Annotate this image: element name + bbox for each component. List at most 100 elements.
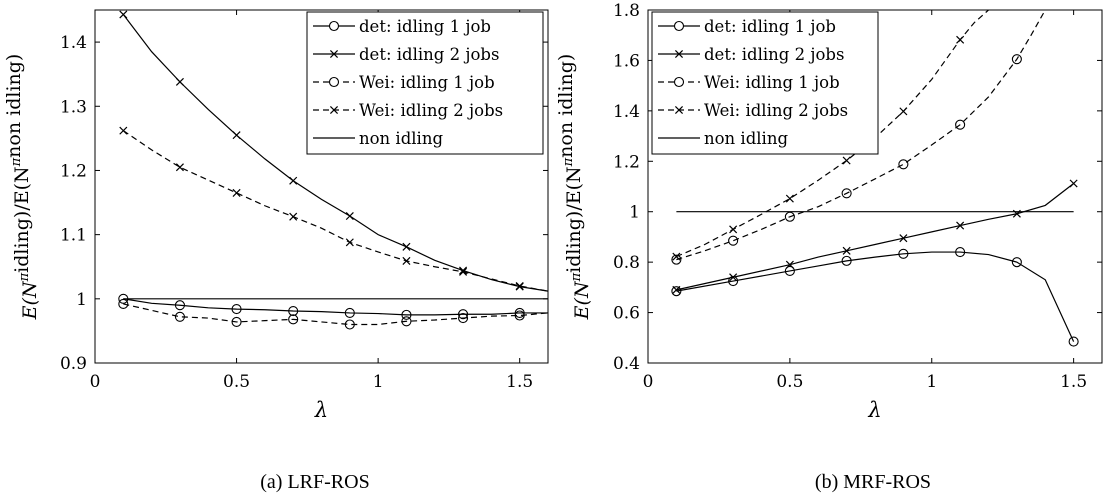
data-point-x (899, 234, 908, 243)
series-line (676, 10, 1046, 261)
x-tick-label: 0.5 (223, 372, 250, 392)
data-point-circle (1011, 54, 1022, 65)
legend-item: Wei: idling 2 jobs (658, 101, 848, 120)
legend: det: idling 1 job det: idling 2 jobs Wei: … (651, 11, 879, 155)
legend-label: det: idling 1 job (704, 17, 836, 36)
legend-label: non idling (704, 129, 788, 148)
data-point-circle (231, 304, 242, 315)
data-point-x (402, 256, 411, 265)
data-point-circle (514, 307, 525, 318)
legend-item: non idling (658, 129, 788, 148)
data-point-circle (955, 247, 966, 258)
data-point-circle (514, 310, 525, 321)
data-point-circle (118, 298, 129, 310)
legend-item: Wei: idling 1 job (658, 73, 840, 92)
data-point-x (672, 285, 681, 294)
legend-item: Wei: idling 1 job (313, 73, 495, 92)
data-point-x (672, 252, 681, 261)
legend-label: det: idling 1 job (359, 17, 491, 36)
series-line (123, 303, 548, 326)
y-tick-label: 1.6 (613, 51, 640, 71)
data-point-circle (728, 235, 739, 246)
y-tick-label: 0.8 (613, 253, 640, 273)
y-tick-label: 1.1 (60, 226, 87, 246)
data-point-x (729, 225, 738, 234)
series-wei-idling-1-job (671, 10, 1046, 265)
x-tick-label: 1 (373, 372, 384, 392)
legend-marker-circle (673, 76, 685, 88)
plot-area (671, 10, 1079, 347)
x-axis-label: λ (314, 398, 328, 422)
data-point-x (459, 267, 468, 276)
legend-item: det: idling 2 jobs (313, 45, 499, 64)
data-point-x (175, 77, 184, 86)
legend-label: det: idling 2 jobs (704, 45, 844, 64)
data-point-circle (841, 255, 852, 266)
legend-label: Wei: idling 2 jobs (359, 101, 503, 120)
legend-item: Wei: idling 2 jobs (313, 101, 503, 120)
series-line (122, 130, 548, 292)
data-point-circle (841, 188, 852, 199)
data-point-circle (671, 254, 682, 265)
data-point-circle (1011, 257, 1022, 268)
data-point-circle (458, 309, 469, 320)
data-point-x (119, 126, 128, 135)
x-tick-label: 1.5 (506, 372, 533, 392)
y-tick-label: 1.8 (613, 1, 640, 21)
series-line (676, 251, 1075, 342)
y-tick-label: 0.9 (60, 354, 87, 374)
legend-item: det: idling 2 jobs (658, 45, 844, 64)
x-tick-label: 0 (90, 372, 101, 392)
legend-marker-x (329, 49, 339, 59)
x-tick-label: 0.5 (776, 372, 803, 392)
data-point-x (232, 131, 241, 140)
data-point-x (119, 10, 128, 19)
series-wei-idling-1-job (118, 298, 548, 330)
data-point-circle (344, 319, 355, 330)
legend-label: non idling (359, 129, 443, 148)
data-point-circle (401, 316, 412, 327)
data-point-circle (401, 309, 412, 320)
data-point-circle (784, 265, 795, 277)
x-tick-label: 0 (643, 372, 654, 392)
legend-box (651, 11, 879, 155)
y-tick-label: 1.2 (60, 161, 87, 181)
data-point-circle (174, 311, 185, 322)
data-point-circle (898, 248, 909, 259)
data-point-x (289, 176, 298, 185)
legend: det: idling 1 job det: idling 2 jobs Wei: … (306, 11, 544, 155)
data-point-x (175, 163, 184, 172)
legend-marker-x (329, 105, 339, 115)
series-wei-idling-2-jobs (672, 10, 989, 261)
plot-area (118, 10, 548, 330)
data-point-circle (231, 316, 242, 327)
y-tick-label: 1.3 (60, 97, 87, 117)
legend-label: Wei: idling 1 job (704, 73, 840, 92)
data-point-x (842, 156, 851, 165)
figure-caption: (b) MRF-ROS (815, 471, 931, 493)
data-point-x (785, 260, 794, 269)
legend-label: Wei: idling 2 jobs (704, 101, 848, 120)
data-point-circle (288, 305, 299, 317)
legend-marker-circle (328, 76, 340, 88)
legend-item: det: idling 1 job (313, 17, 491, 36)
y-tick-label: 1.4 (613, 102, 640, 122)
data-point-circle (288, 314, 299, 325)
data-point-x (515, 281, 524, 291)
legend-box (306, 11, 544, 155)
y-tick-label: 1.4 (60, 33, 87, 53)
y-tick-label: 0.6 (613, 304, 640, 324)
legend-marker-circle (673, 20, 685, 32)
data-point-x (345, 211, 354, 221)
data-point-x (729, 273, 738, 282)
series-wei-idling-2-jobs (119, 126, 548, 292)
legend-item: non idling (313, 129, 443, 148)
data-point-x (785, 194, 794, 203)
legend-marker-x (674, 105, 684, 115)
data-point-x (842, 246, 851, 255)
y-tick-label: 1 (629, 203, 640, 223)
data-point-circle (1068, 336, 1079, 347)
chart-mrf-ros: 0 0.5 1 1.5 0.4 0.6 0.8 1 1.2 1.4 1.6 1.8 λ E(Nπidlin… (555, 1, 1103, 493)
data-point-circle (671, 286, 682, 297)
